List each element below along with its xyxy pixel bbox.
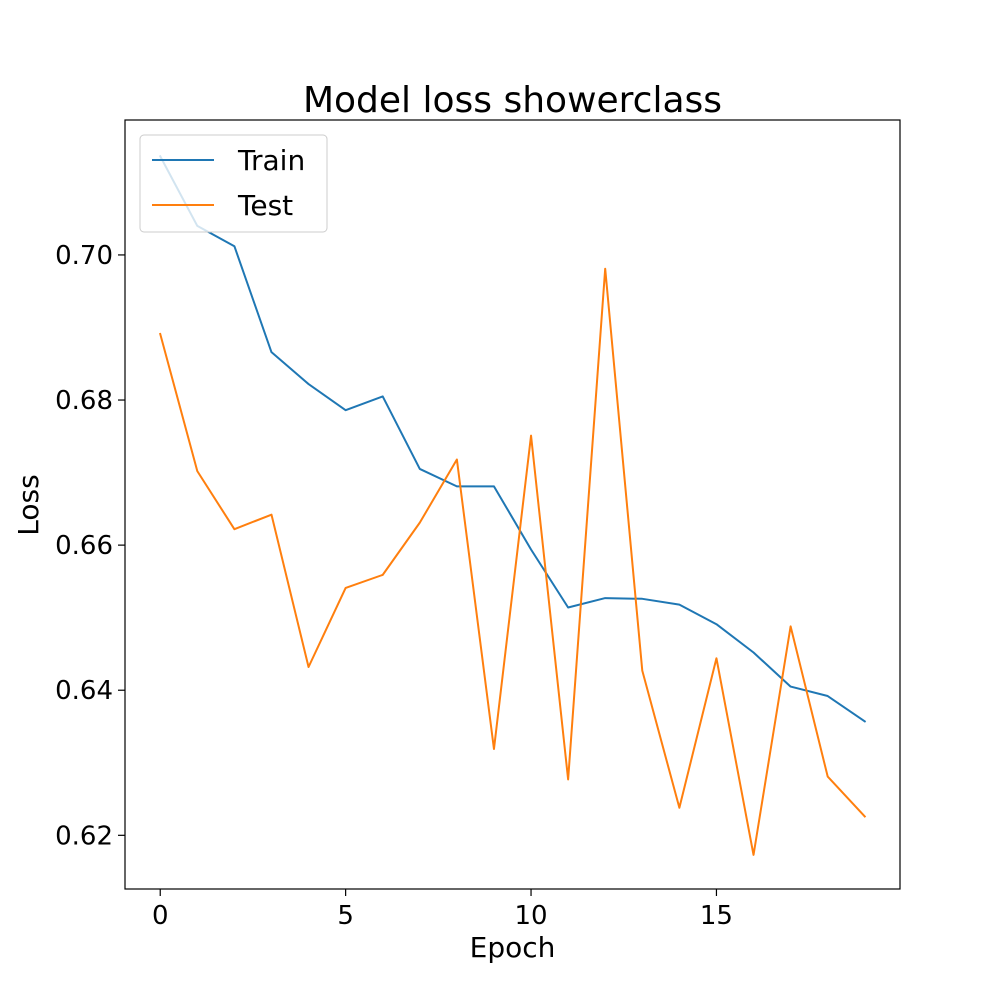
chart-title: Model loss showerclass xyxy=(303,80,722,121)
x-tick-label: 0 xyxy=(152,901,169,931)
x-axis: 0 5 10 15 xyxy=(152,889,733,931)
series-line-train xyxy=(158,154,867,723)
legend-label-train: Train xyxy=(237,144,305,177)
x-tick-label: 15 xyxy=(700,901,733,931)
y-tick-label: 0.66 xyxy=(55,531,113,561)
y-tick-label: 0.62 xyxy=(55,821,113,851)
legend-label-test: Test xyxy=(237,189,293,222)
series-line-test xyxy=(159,267,867,856)
x-axis-label: Epoch xyxy=(470,931,556,964)
x-tick-label: 10 xyxy=(514,901,547,931)
x-tick-label: 5 xyxy=(337,901,354,931)
y-axis: 0.62 0.64 0.66 0.68 0.70 xyxy=(55,241,125,851)
y-tick-label: 0.70 xyxy=(55,241,113,271)
plot-area xyxy=(124,119,901,890)
series-layer xyxy=(158,154,867,856)
plot-frame xyxy=(124,119,901,890)
y-tick-label: 0.64 xyxy=(55,676,113,706)
y-axis-label: Loss xyxy=(12,474,45,535)
y-tick-label: 0.68 xyxy=(55,386,113,416)
legend: Train Test xyxy=(139,134,328,233)
